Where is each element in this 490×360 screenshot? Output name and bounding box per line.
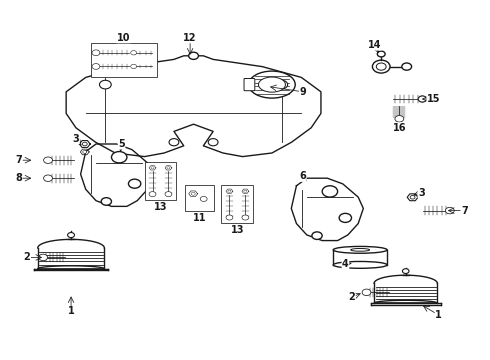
Text: 2: 2 <box>24 252 30 262</box>
Text: 1: 1 <box>68 306 74 316</box>
Circle shape <box>44 157 52 163</box>
Circle shape <box>377 51 385 57</box>
FancyBboxPatch shape <box>244 78 255 91</box>
Circle shape <box>372 60 390 73</box>
Text: 6: 6 <box>299 171 306 181</box>
Circle shape <box>226 215 233 220</box>
Circle shape <box>92 64 100 69</box>
Circle shape <box>189 52 198 59</box>
Circle shape <box>200 197 207 202</box>
Ellipse shape <box>259 77 285 92</box>
Circle shape <box>362 289 371 296</box>
Circle shape <box>169 139 179 146</box>
Circle shape <box>39 254 48 261</box>
Circle shape <box>128 179 141 188</box>
Circle shape <box>402 269 409 274</box>
Circle shape <box>395 116 404 122</box>
Text: 11: 11 <box>193 213 206 223</box>
Ellipse shape <box>249 71 295 98</box>
Circle shape <box>111 152 127 163</box>
Circle shape <box>68 233 74 238</box>
Circle shape <box>44 175 52 181</box>
Text: 3: 3 <box>73 134 79 144</box>
Bar <box>221 185 253 223</box>
Circle shape <box>82 142 87 146</box>
Circle shape <box>410 195 415 199</box>
Circle shape <box>418 96 427 102</box>
Text: 4: 4 <box>342 258 349 269</box>
Bar <box>91 43 157 77</box>
Circle shape <box>244 190 247 192</box>
Text: 2: 2 <box>348 292 355 302</box>
Circle shape <box>208 139 218 146</box>
Bar <box>185 185 214 211</box>
Bar <box>145 162 176 200</box>
Circle shape <box>131 64 137 69</box>
Text: 14: 14 <box>368 40 382 50</box>
Text: 5: 5 <box>118 139 125 149</box>
Ellipse shape <box>351 248 369 251</box>
Circle shape <box>151 167 154 169</box>
Circle shape <box>92 50 100 56</box>
Circle shape <box>228 190 231 192</box>
Circle shape <box>99 80 111 89</box>
Text: 13: 13 <box>231 225 245 235</box>
Circle shape <box>312 232 322 239</box>
Circle shape <box>376 63 386 70</box>
Text: 3: 3 <box>418 188 425 198</box>
Text: 1: 1 <box>435 310 442 320</box>
Text: 7: 7 <box>461 206 468 216</box>
Circle shape <box>242 215 249 220</box>
Circle shape <box>445 207 454 214</box>
Ellipse shape <box>333 246 387 253</box>
Circle shape <box>131 51 137 55</box>
Ellipse shape <box>333 261 387 268</box>
Text: 13: 13 <box>154 202 168 212</box>
Circle shape <box>276 80 288 89</box>
Circle shape <box>165 192 172 197</box>
Text: 9: 9 <box>299 87 306 97</box>
Circle shape <box>191 192 195 195</box>
Circle shape <box>418 96 426 102</box>
Circle shape <box>339 213 351 222</box>
Text: 15: 15 <box>427 94 441 104</box>
Text: 16: 16 <box>392 123 406 133</box>
Text: 10: 10 <box>117 33 130 43</box>
Text: 7: 7 <box>15 155 22 165</box>
Text: 12: 12 <box>183 33 197 43</box>
Circle shape <box>322 186 338 197</box>
Text: 8: 8 <box>15 173 22 183</box>
Circle shape <box>149 192 156 197</box>
Circle shape <box>167 167 170 169</box>
Circle shape <box>402 63 412 70</box>
Circle shape <box>83 150 87 153</box>
Circle shape <box>101 198 112 205</box>
